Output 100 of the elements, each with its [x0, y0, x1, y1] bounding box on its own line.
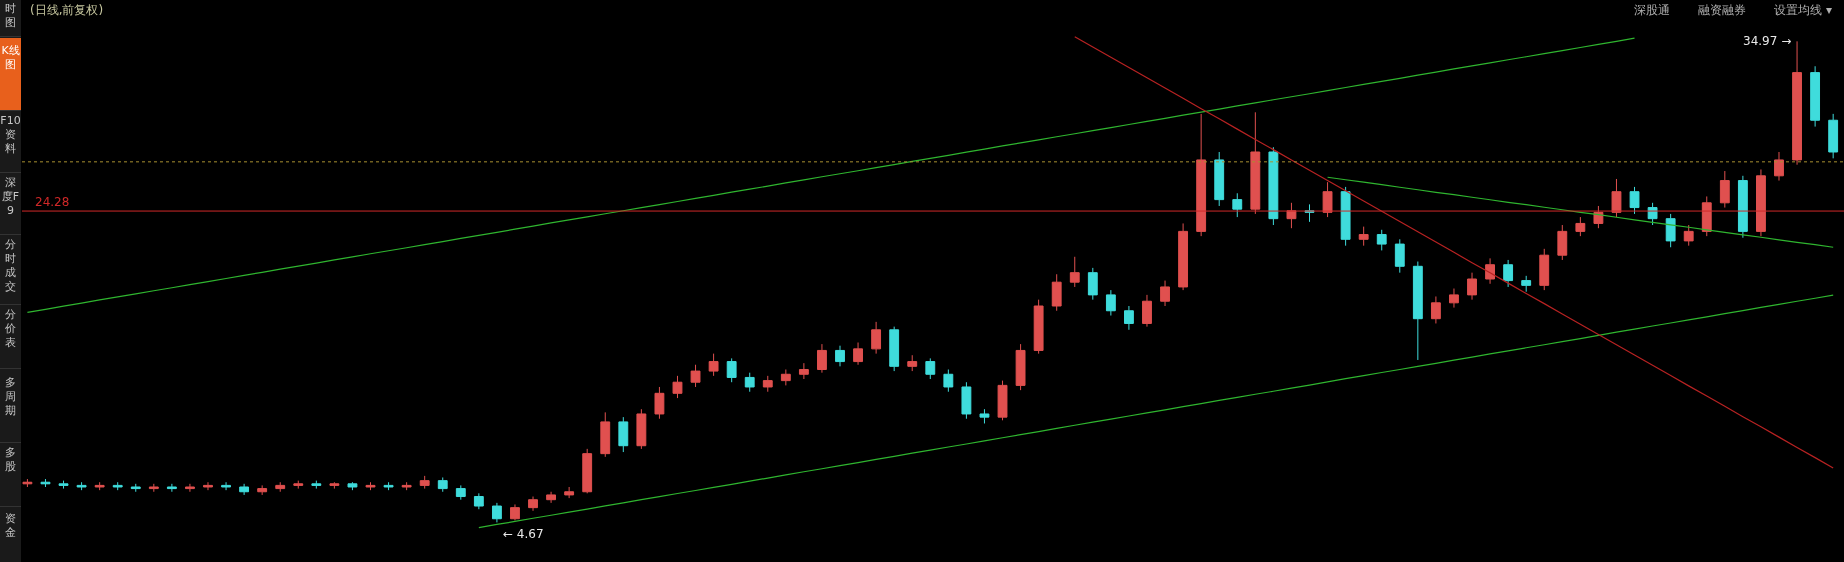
tab-button: K线图	[0, 38, 21, 111]
candlestick	[1286, 202, 1297, 229]
candlestick	[1737, 175, 1748, 239]
candlestick	[618, 416, 629, 453]
candlestick	[835, 345, 845, 367]
candlestick	[58, 480, 69, 490]
tab-button: 分时成交	[0, 232, 21, 305]
candlestick	[347, 481, 358, 491]
candlestick	[961, 381, 972, 420]
ref-line-label: 24.28	[35, 195, 70, 209]
candlestick	[907, 354, 918, 372]
annotation: ← 4.67	[503, 527, 544, 541]
candlestick	[871, 321, 882, 355]
text: 融资融券	[1698, 2, 1747, 19]
candlestick	[1268, 146, 1279, 226]
candlestick	[1430, 295, 1441, 324]
candlestick	[1087, 267, 1098, 301]
candlestick	[221, 481, 231, 491]
candlestick	[853, 342, 863, 366]
candlestick	[1503, 259, 1514, 288]
candlestick	[600, 411, 611, 458]
candlestick	[329, 481, 340, 490]
candlestick	[365, 481, 376, 491]
candlestick	[1322, 181, 1333, 218]
candlestick	[1033, 299, 1044, 355]
candlestick	[979, 408, 990, 424]
candlestick	[1611, 178, 1622, 218]
candlestick	[1250, 111, 1261, 215]
candlestick	[166, 483, 177, 493]
candlestick	[925, 357, 936, 380]
candlestick	[636, 408, 647, 450]
candlestick	[257, 484, 268, 496]
candlestick	[1142, 294, 1152, 328]
candlestick	[1774, 151, 1784, 182]
candlestick	[1394, 238, 1405, 274]
tab-button: F10资料	[0, 108, 21, 173]
candlestick	[1196, 113, 1207, 237]
candlestick	[1557, 224, 1568, 261]
candlestick	[1485, 257, 1495, 285]
tab-button: 深度F9	[0, 170, 21, 235]
candlestick	[889, 326, 900, 372]
candlestick	[546, 491, 557, 504]
candlestick	[203, 481, 213, 491]
candlestick	[1340, 186, 1351, 247]
candlestick	[419, 475, 430, 490]
candlestick	[1376, 229, 1387, 251]
candlestick	[1214, 151, 1225, 207]
candlestick	[654, 386, 665, 420]
candlestick	[1756, 168, 1766, 237]
candlestick	[112, 481, 123, 491]
candlestick	[1178, 222, 1189, 291]
candlestick	[510, 503, 520, 521]
text: 深股通	[1634, 2, 1671, 19]
candlestick	[401, 481, 412, 491]
candlestick	[1629, 186, 1640, 215]
candlestick	[997, 380, 1008, 421]
candlestick	[185, 483, 195, 493]
tab-button: 多股	[0, 440, 21, 507]
candlestick	[1719, 170, 1730, 209]
candlestick	[817, 343, 827, 374]
candlestick	[943, 369, 954, 393]
candlestick	[528, 496, 538, 512]
candlestick	[311, 480, 322, 490]
tab-button: 分价表	[0, 302, 21, 369]
candlestick	[437, 476, 448, 493]
candlestick	[1412, 261, 1423, 361]
candlestick	[762, 375, 773, 393]
candlestick	[1015, 343, 1026, 391]
candlestick	[239, 483, 250, 496]
candlestick	[744, 372, 755, 393]
candlestick	[1105, 289, 1116, 317]
candlestick	[383, 481, 394, 491]
candlestick	[130, 483, 141, 493]
candlestick	[798, 362, 809, 380]
candlestick	[275, 481, 286, 493]
candlestick	[1358, 226, 1369, 247]
candlestick	[491, 502, 502, 523]
candlestick	[148, 483, 159, 493]
candlestick	[94, 481, 105, 491]
candlestick	[76, 481, 87, 491]
candlestick	[1665, 213, 1676, 248]
annotation: 34.97 →	[1743, 34, 1792, 48]
candlestick	[726, 357, 737, 383]
candlestick	[564, 486, 575, 499]
text: 设置均线 ▾	[1774, 2, 1832, 19]
candlestick	[293, 480, 304, 490]
candlestick	[690, 364, 701, 388]
candlestick	[1124, 305, 1134, 331]
candlestick	[708, 353, 719, 377]
candlestick	[1521, 275, 1532, 293]
tab-button: 时图	[0, 0, 21, 37]
candlestick	[1828, 113, 1839, 159]
candlestick	[1575, 216, 1586, 237]
candlestick	[455, 484, 466, 501]
candlestick	[582, 448, 593, 494]
candlestick	[1232, 192, 1243, 218]
tab-button: 资金	[0, 506, 21, 562]
candlestick	[780, 369, 791, 386]
candlestick	[1810, 65, 1821, 128]
candlestick	[1539, 248, 1550, 291]
